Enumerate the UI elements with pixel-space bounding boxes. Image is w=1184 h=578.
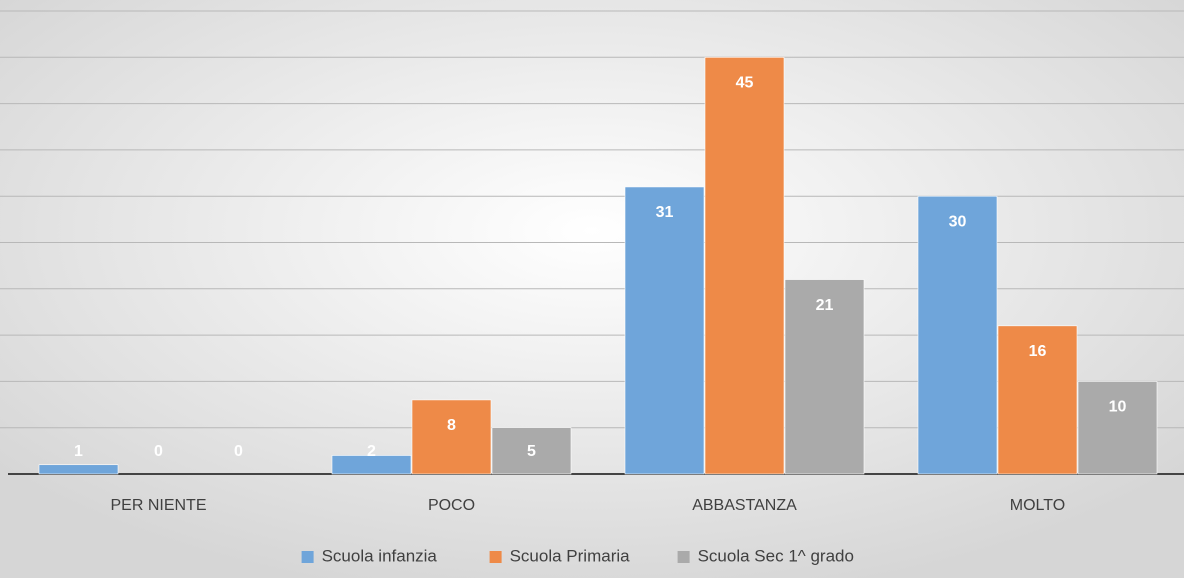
bar [917, 195, 998, 475]
value-label: 21 [816, 297, 834, 314]
value-label: 8 [447, 417, 456, 434]
value-label: 31 [656, 204, 674, 221]
value-label: 10 [1109, 399, 1127, 416]
legend-label: Scuola Primaria [510, 546, 631, 565]
bar [491, 427, 572, 475]
bar [38, 464, 119, 475]
x-tick-label: ABBASTANZA [692, 497, 797, 514]
legend-swatch [677, 551, 690, 563]
bar [704, 56, 785, 475]
bar [411, 399, 492, 475]
legend-label: Scuola Sec 1^ grado [698, 546, 854, 565]
bar [997, 325, 1078, 475]
bar [624, 186, 705, 475]
value-label: 30 [949, 213, 967, 230]
value-label: 0 [234, 443, 243, 460]
value-label: 16 [1029, 343, 1047, 360]
x-tick-label: PER NIENTE [110, 497, 206, 514]
bar [784, 279, 865, 475]
x-tick-label: POCO [428, 497, 475, 514]
value-label: 5 [527, 443, 536, 460]
value-label: 45 [736, 75, 754, 92]
bar [1077, 381, 1158, 475]
legend-swatch [301, 551, 314, 563]
value-label: 2 [367, 443, 376, 460]
legend-swatch [489, 551, 502, 563]
value-label: 1 [74, 443, 83, 460]
x-tick-label: MOLTO [1010, 497, 1065, 514]
legend-label: Scuola infanzia [322, 546, 438, 565]
value-label: 0 [154, 443, 163, 460]
bar [331, 455, 412, 475]
